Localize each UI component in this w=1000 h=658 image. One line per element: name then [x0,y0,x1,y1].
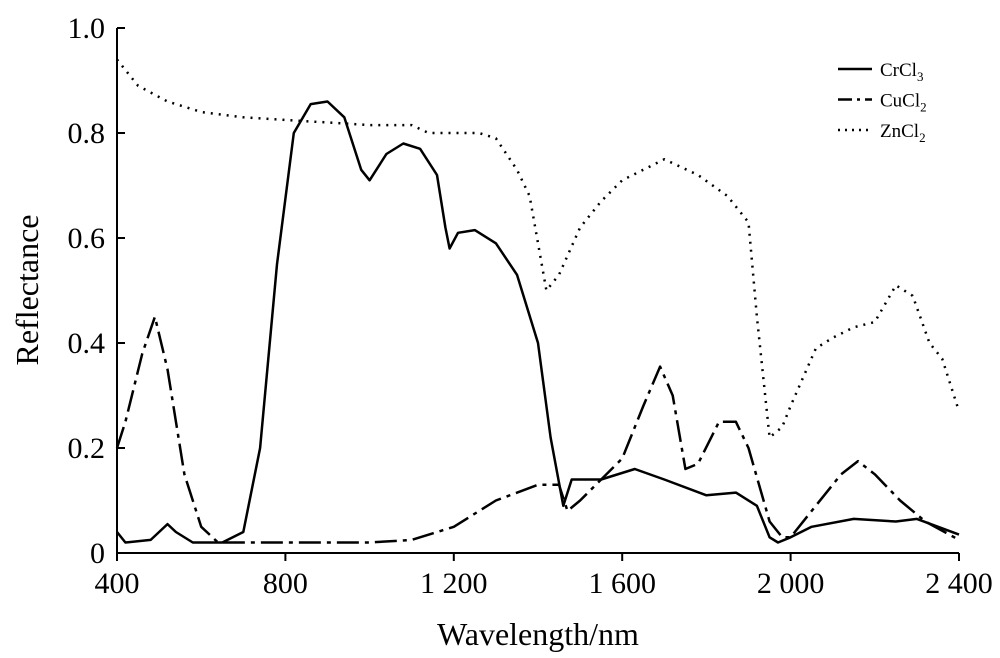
legend-label-CrCl3: CrCl3 [880,60,923,84]
series-line-CrCl3 [116,100,960,544]
y-tick-label: 0.8 [68,117,106,150]
y-axis-label: Reflectance [9,215,45,366]
x-axis-label: Wavelength/nm [437,616,639,652]
x-tick-label: 1 200 [420,567,488,600]
legend-label-CuCl2: CuCl2 [880,91,927,115]
x-tick-label: 1 600 [588,567,656,600]
y-tick-label: 1.0 [68,12,106,45]
x-tick-label: 2 400 [925,567,993,600]
legend: CrCl3 CuCl2 ZnCl2 [838,60,927,145]
x-tick-label: 2 000 [757,567,825,600]
legend-label-ZnCl2: ZnCl2 [880,121,926,145]
x-tick-label: 400 [95,567,140,600]
x-tick-label: 800 [263,567,308,600]
series-line-ZnCl2 [116,58,961,439]
y-tick-label: 0.6 [68,222,106,255]
y-tick-label: 0.2 [68,432,106,465]
y-tick-label: 0.4 [68,327,106,360]
y-tick-label: 0 [90,537,105,570]
series-line-CuCl2 [115,315,960,544]
